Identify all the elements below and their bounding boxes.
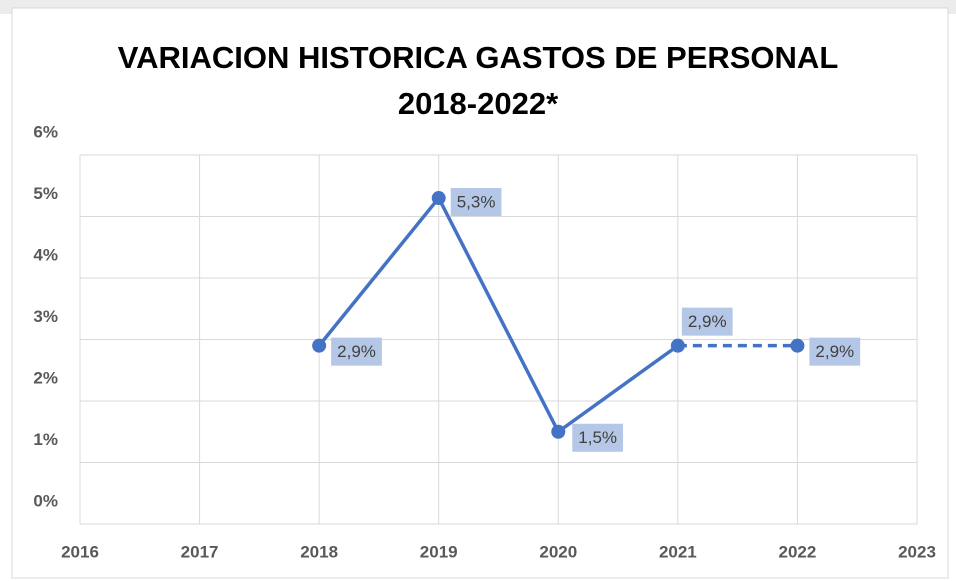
line-segment — [557, 344, 679, 434]
chart-title: VARIACION HISTORICA GASTOS DE PERSONAL — [118, 40, 839, 75]
data-label: 2,9% — [688, 312, 727, 331]
x-tick-label: 2017 — [181, 542, 219, 561]
y-tick-label: 4% — [33, 245, 58, 264]
y-tick-label: 6% — [33, 122, 58, 141]
x-tick-label: 2021 — [659, 542, 697, 561]
data-label-bg — [809, 337, 861, 366]
line-segment — [317, 196, 441, 347]
y-tick-label: 2% — [33, 368, 58, 387]
chart-subtitle: 2018-2022* — [398, 86, 559, 121]
y-tick-label: 3% — [33, 307, 58, 326]
data-label: 1,5% — [578, 428, 617, 447]
data-label: 2,9% — [815, 342, 854, 361]
y-tick-label: 5% — [33, 184, 58, 203]
x-tick-label: 2016 — [61, 542, 99, 561]
marker — [670, 338, 685, 353]
marker — [790, 338, 805, 353]
x-tick-label: 2019 — [420, 542, 458, 561]
x-tick-label: 2018 — [300, 542, 338, 561]
marker — [312, 338, 327, 353]
x-tick-label: 2022 — [779, 542, 817, 561]
data-label-bg — [681, 307, 733, 336]
x-tick-label: 2023 — [898, 542, 936, 561]
y-tick-label: 1% — [33, 430, 58, 449]
y-tick-label: 0% — [33, 491, 58, 510]
marker — [431, 191, 446, 206]
data-label: 2,9% — [337, 342, 376, 361]
data-label-bg — [450, 188, 502, 217]
x-tick-label: 2020 — [539, 542, 577, 561]
data-label: 5,3% — [457, 193, 496, 212]
data-label-bg — [572, 423, 624, 452]
data-label-bg — [331, 337, 382, 366]
marker — [551, 424, 566, 439]
line-segment — [437, 197, 560, 433]
chart-frame — [11, 7, 949, 579]
